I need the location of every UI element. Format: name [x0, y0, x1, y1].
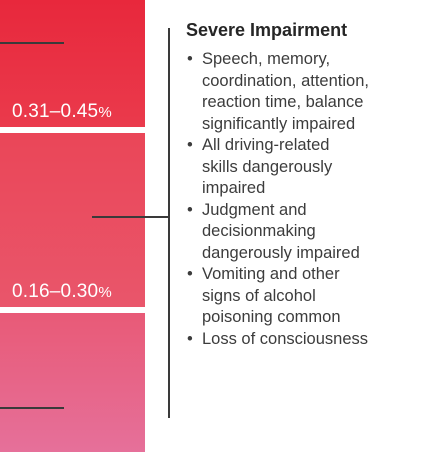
connector-tick-bottom — [0, 407, 64, 409]
range-unit-low: % — [98, 284, 112, 301]
range-label-low: 0.16–0.30% — [12, 281, 112, 303]
bullet-text-line: Vomiting and other — [202, 265, 340, 283]
bullet-text-line: Judgment and — [202, 200, 307, 219]
bac-scale: 0.31–0.45% 0.16–0.30% — [0, 0, 145, 452]
bullet-item: • Speech, memory, coordination, attention,… — [186, 49, 426, 135]
bac-band-top — [0, 0, 145, 127]
bullet-text-line: dangerously impaired — [202, 243, 360, 262]
bac-band-bottom — [0, 313, 145, 452]
bullet-dot-icon: • — [187, 200, 193, 219]
range-unit-high: % — [98, 104, 112, 121]
bullet-text-line: All driving-related — [202, 136, 330, 154]
impairment-bullet-list: • Speech, memory, coordination, attention,… — [186, 49, 426, 350]
connector-tick-middle — [92, 216, 168, 218]
bullet-text-line: Speech, memory, — [202, 50, 331, 68]
bullet-text-line: coordination, attention, — [202, 71, 369, 90]
bullet-dot-icon: • — [187, 136, 193, 154]
connector-tick-top — [0, 42, 64, 44]
bullet-text-line: impaired — [202, 179, 266, 197]
impairment-panel: Severe Impairment • Speech, memory, coordi… — [186, 20, 426, 350]
bullet-text-line: reaction time, balance — [202, 93, 364, 111]
bullet-dot-icon: • — [187, 329, 193, 348]
bac-band-middle — [0, 133, 145, 307]
bullet-text-line: Loss of consciousness — [202, 329, 369, 348]
bullet-text-line: decisionmaking — [202, 222, 316, 240]
bullet-dot-icon: • — [187, 265, 193, 283]
bullet-item: • All driving-related skills dangerously im… — [186, 135, 426, 200]
range-value-high: 0.31–0.45 — [12, 101, 99, 122]
bullet-text-line: skills dangerously — [202, 157, 333, 176]
range-label-high: 0.31–0.45% — [12, 101, 112, 123]
bullet-item: • Loss of consciousness — [186, 329, 426, 351]
bullet-item: • Judgment and decisionmaking dangerously i… — [186, 200, 426, 265]
impairment-heading: Severe Impairment — [186, 20, 348, 40]
bullet-text-line: signs of alcohol — [202, 286, 316, 305]
connector-bracket — [168, 28, 170, 418]
bullet-text-line: significantly impaired — [202, 114, 356, 133]
bullet-text-line: poisoning common — [202, 308, 341, 326]
range-value-low: 0.16–0.30 — [12, 281, 99, 302]
bullet-dot-icon: • — [187, 50, 193, 68]
bullet-item: • Vomiting and other signs of alcohol poiso… — [186, 264, 426, 329]
